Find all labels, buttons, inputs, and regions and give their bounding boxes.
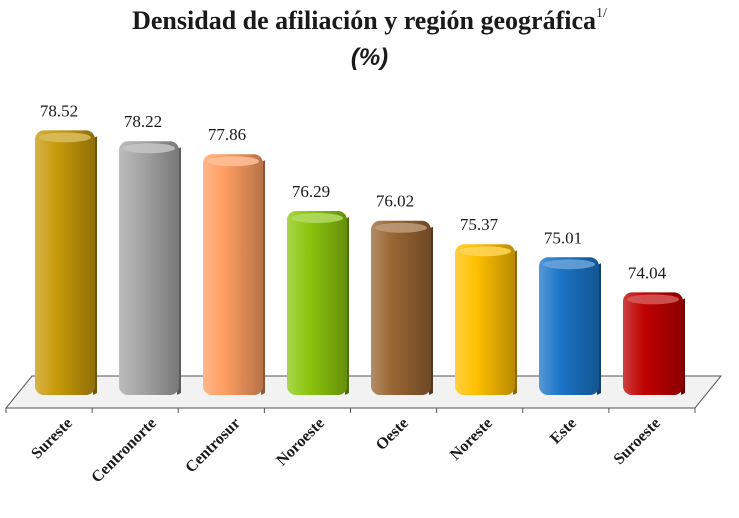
bar-sureste (35, 130, 97, 395)
category-label: Noreste (447, 415, 496, 464)
category-label: Sureste (28, 415, 76, 463)
bar-front (455, 244, 515, 395)
bar-top (123, 143, 175, 154)
bar-noroeste (287, 210, 349, 395)
bar-centronorte (119, 141, 181, 395)
chart-floor (4, 375, 723, 409)
category-label: Oeste (373, 415, 412, 454)
bar-front (203, 154, 263, 395)
bar-noreste (455, 244, 517, 395)
bar-front (119, 141, 179, 395)
value-labels: 78.52 78.22 77.86 76.29 76.02 75.37 75.01 74.04 (40, 101, 667, 282)
title-footnote: 1/ (596, 6, 607, 21)
value-label: 76.02 (376, 192, 414, 211)
chart-subtitle: (%) (350, 44, 389, 71)
category-label: Suroeste (611, 415, 664, 468)
bar-front (35, 130, 95, 395)
value-label: 75.01 (544, 228, 582, 247)
bar-top (39, 132, 91, 143)
bar-oeste (371, 220, 433, 395)
bar-suroeste (623, 292, 685, 395)
chart-title: Densidad de afiliación y región geográfi… (132, 6, 607, 35)
bar-top (375, 222, 427, 233)
value-label: 74.04 (628, 263, 667, 282)
bar-front (539, 257, 599, 395)
bar-este (539, 257, 601, 395)
floor-ticks (5, 408, 696, 413)
value-label: 78.52 (40, 101, 78, 120)
value-label: 76.29 (292, 182, 330, 201)
bar-front (623, 292, 683, 395)
bars-group (35, 130, 685, 395)
value-label: 77.86 (208, 125, 246, 144)
bar-front (287, 210, 347, 395)
category-label: Noroeste (273, 415, 328, 470)
bar-top (459, 246, 511, 257)
bar-top (291, 212, 343, 223)
category-label: Este (547, 415, 580, 448)
value-label: 75.37 (460, 215, 499, 234)
category-label: Centronorte (88, 415, 160, 487)
bar-top (207, 156, 259, 167)
bar-front (371, 220, 431, 395)
bar-top (627, 294, 679, 305)
category-labels: Sureste Centronorte Centrosur Noroeste Oeste… (28, 415, 664, 487)
category-label: Centrosur (182, 415, 243, 476)
bar-centrosur (203, 154, 265, 395)
value-label: 78.22 (124, 112, 162, 131)
bar-top (543, 259, 595, 270)
